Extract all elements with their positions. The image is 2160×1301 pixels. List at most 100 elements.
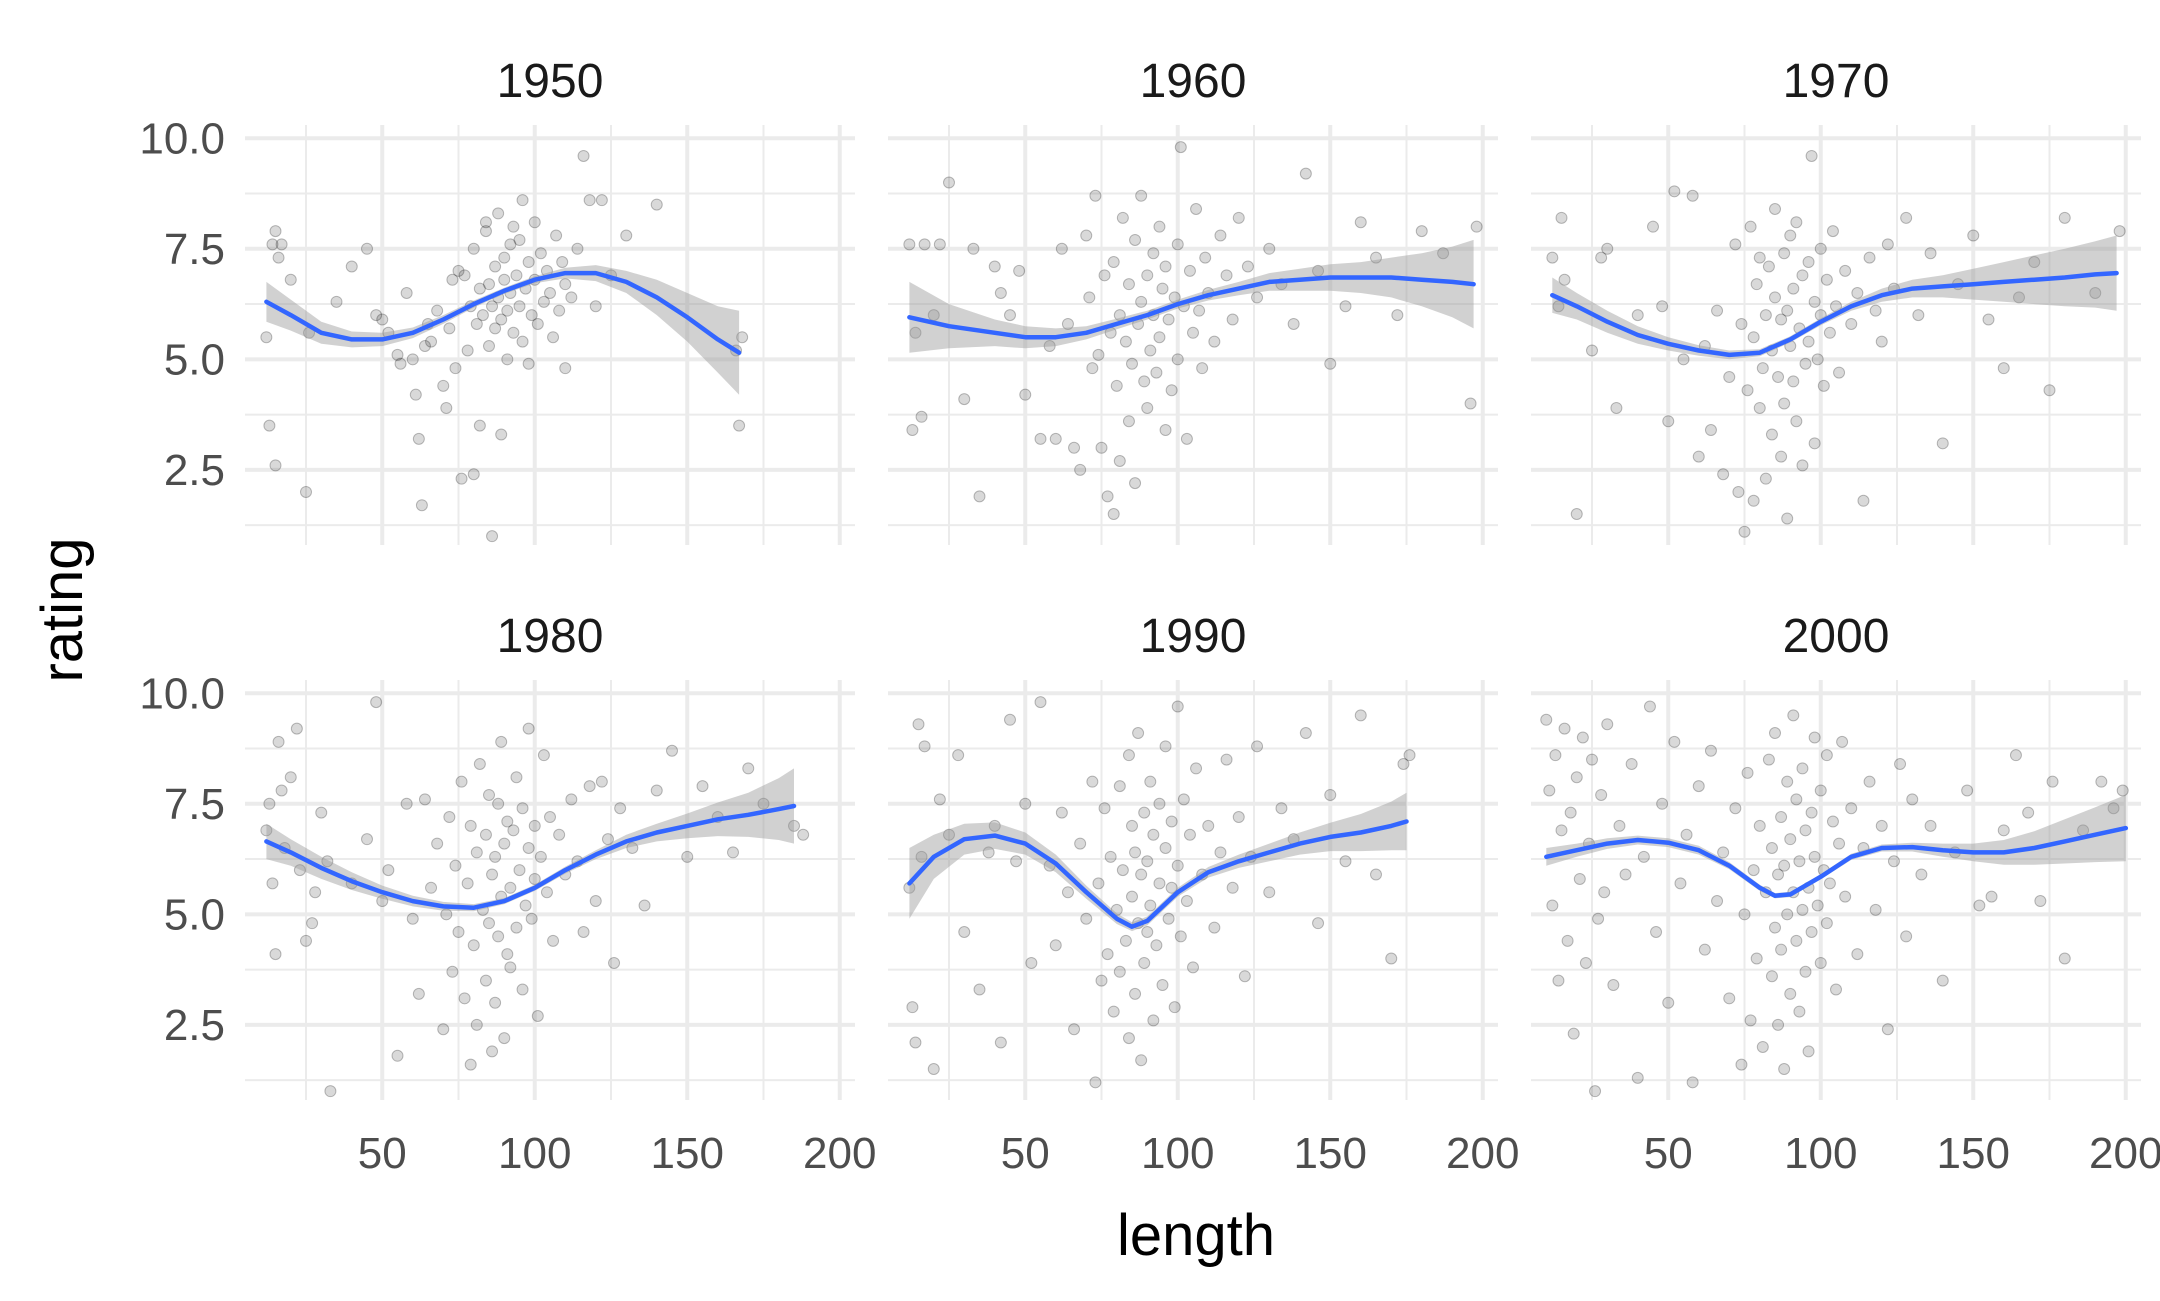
data-point [437,1023,450,1036]
data-point [1180,432,1193,445]
data-point [1141,401,1154,414]
data-point [275,238,288,251]
data-point [1174,930,1187,943]
data-point [1796,762,1809,775]
data-point [1089,1076,1102,1089]
data-point [1637,850,1650,863]
data-point [1753,251,1766,264]
data-point [1799,357,1812,370]
data-point [464,819,477,832]
facet-panel-1950: 1950 2.5 5.0 7.5 10.0 [139,55,855,545]
data-point [1092,348,1105,361]
data-point [2046,775,2059,788]
y-tick-label: 7.5 [164,780,225,829]
data-point [727,846,739,859]
data-point [909,1036,922,1049]
data-point [394,357,407,370]
data-point [1836,735,1849,748]
data-point [528,216,541,229]
data-point [1086,775,1099,788]
x-tick-label: 200 [803,1129,876,1178]
data-point [1711,304,1724,317]
data-point [1762,753,1775,766]
data-point [1156,282,1169,295]
data-point [315,806,328,819]
data-point [1129,477,1142,490]
data-point [988,819,1001,832]
data-point [507,220,520,233]
data-point [565,793,578,806]
data-point [361,242,373,255]
data-point [1826,225,1839,238]
data-point [1171,700,1184,713]
data-point [1796,903,1809,916]
data-point [1692,450,1705,463]
data-point [1324,357,1337,370]
smooth-line [907,275,1476,340]
data-point [556,256,569,269]
data-point [1129,233,1142,246]
data-point [1025,956,1038,969]
data-point [1765,970,1778,983]
data-point [1171,859,1184,872]
data-point [583,194,596,207]
data-point [601,833,614,846]
data-point [1089,189,1102,202]
data-point [370,309,383,322]
data-point [1732,485,1745,498]
data-point [400,797,413,810]
x-tick-label: 150 [1294,1129,1367,1178]
data-point [1769,727,1781,740]
facet-title: 1950 [497,55,604,108]
data-point [1190,203,1203,215]
data-point [1165,881,1178,894]
data-point [1723,992,1736,1005]
x-axis-title: length [1117,1203,1275,1268]
y-tick-label: 5.0 [164,890,225,939]
data-point [933,793,946,806]
data-point [1924,819,1937,832]
data-point [391,1049,404,1062]
data-point [495,735,508,748]
data-point [1772,371,1785,383]
data-point [1814,956,1827,969]
data-point [1558,722,1571,735]
data-point [1610,401,1623,414]
data-point [1162,313,1175,326]
data-point [1098,269,1111,282]
data-point [1881,238,1894,251]
data-point [510,921,523,934]
data-point [1147,828,1160,841]
facet-panel-1980: 1980 2.5 5.0 7.5 10.0 50 100 150 200 [139,610,876,1178]
data-point [958,393,971,406]
data-point [1049,939,1062,952]
data-point [1747,494,1760,507]
data-point [1183,828,1196,841]
data-point [1138,806,1151,819]
data-point [492,207,505,220]
data-point [534,850,547,863]
data-point [1153,331,1166,344]
data-point [461,877,474,890]
data-point [1141,269,1154,282]
data-point [1589,1085,1602,1098]
data-point [733,419,746,432]
data-point [1863,251,1876,264]
data-point [437,379,450,392]
data-point [1857,494,1870,507]
data-point [1561,934,1574,947]
data-point [1717,846,1730,859]
data-point [553,828,566,841]
data-point [1802,256,1815,269]
data-point [757,797,770,810]
data-point [1183,264,1196,277]
data-point [1775,450,1788,463]
data-point [1080,912,1093,925]
data-point [1936,974,1949,987]
data-point [1805,806,1818,819]
data-point [1214,846,1227,859]
data-point [1805,149,1818,162]
data-point [1756,362,1769,375]
data-point [1339,855,1352,868]
data-point [1750,952,1763,965]
